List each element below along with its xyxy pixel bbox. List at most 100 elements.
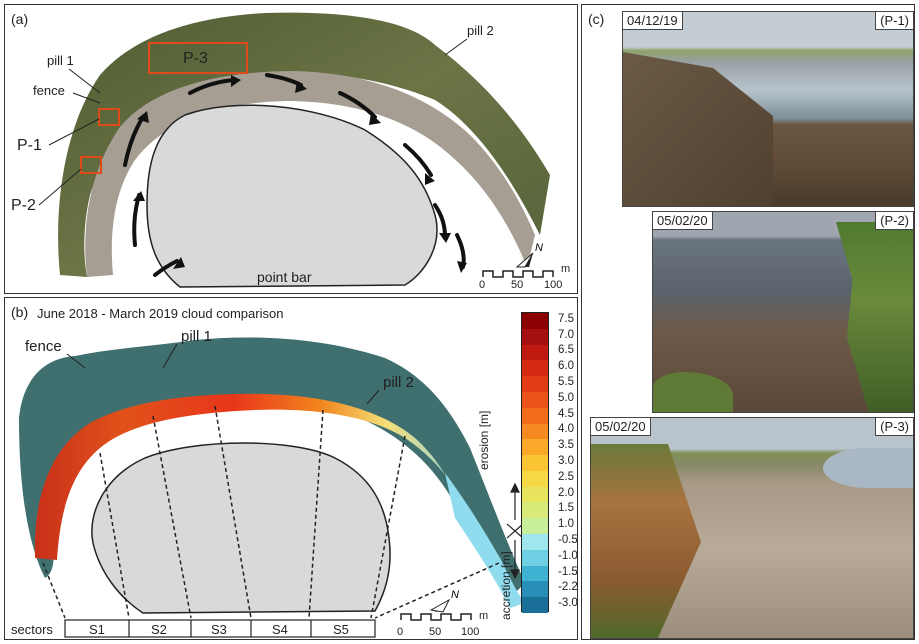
sectors-label: sectors xyxy=(11,622,53,637)
panel-b: N (b) June 2018 - March 2019 cloud compa… xyxy=(4,297,578,640)
colorbar-tick-label: 3.0 xyxy=(558,455,574,467)
colorbar-segment xyxy=(522,518,548,535)
colorbar-tick-label: 5.5 xyxy=(558,376,574,389)
colorbar-segment xyxy=(522,391,548,409)
label-b-pill-2: pill 2 xyxy=(383,374,414,391)
label-pill-2: pill 2 xyxy=(467,23,494,38)
photo-p3-cliff xyxy=(591,444,701,638)
photo-p2: 05/02/20 (P-2) xyxy=(652,211,914,413)
sector-s4: S4 xyxy=(272,622,288,637)
p1-box xyxy=(98,108,120,126)
colorbar-tick-label: 3.5 xyxy=(558,439,574,452)
colorbar-tick-label: -0.5 xyxy=(558,533,578,546)
colorbar-tick-label: -1.0 xyxy=(558,549,578,562)
accretion-label: accretion [m] xyxy=(499,551,513,620)
colorbar-segment xyxy=(522,565,548,582)
colorbar-tick-label: 7.0 xyxy=(558,328,574,341)
colorbar-segment xyxy=(522,360,548,377)
panel-b-title: June 2018 - March 2019 cloud comparison xyxy=(37,306,284,321)
p2-box xyxy=(80,156,102,174)
colorbar-segment xyxy=(522,581,548,598)
marsh-vegetation xyxy=(58,12,551,277)
colorbar-segment xyxy=(522,328,548,346)
svg-text:N: N xyxy=(535,242,543,254)
panel-c: (c) 04/12/19 (P-1) 05/02/20 (P-2) 05/02/… xyxy=(581,4,915,640)
p3-box xyxy=(148,42,248,74)
colorbar-tick-label: -1.5 xyxy=(558,565,578,578)
colorbar-segment xyxy=(522,423,548,440)
colorbar-segment xyxy=(522,344,548,361)
colorbar-segment xyxy=(522,534,548,551)
colorbar-segment xyxy=(522,597,548,614)
label-p1: P-1 xyxy=(17,137,42,154)
sector-s1: S1 xyxy=(89,622,105,637)
panel-a: N (a) pill 1 pill 2 fence P-1 P-2 P-3 po… xyxy=(4,4,578,294)
colorbar-tick-label: 7.5 xyxy=(558,312,574,325)
photo-p3-id: (P-3) xyxy=(875,418,913,436)
point-bar-shape xyxy=(146,104,438,288)
colorbar-tick-label: 4.5 xyxy=(558,407,574,420)
colorbar-tick-label: 2.5 xyxy=(558,470,574,483)
colorbar xyxy=(521,312,549,614)
colorbar-segment xyxy=(522,502,548,519)
scale-b-tick-50: 50 xyxy=(429,626,442,638)
sector-bar xyxy=(64,619,376,638)
colorbar-segment xyxy=(522,439,548,456)
sector-s5: S5 xyxy=(333,622,349,637)
label-pill-1: pill 1 xyxy=(47,53,74,68)
colorbar-tick-label: 5.0 xyxy=(558,391,574,404)
scale-b-tick-0: 0 xyxy=(397,626,404,638)
label-b-pill-1: pill 1 xyxy=(181,328,212,345)
colorbar-segment xyxy=(522,313,548,330)
scale-bar-a xyxy=(482,270,554,278)
scale-tick-0: 0 xyxy=(479,279,486,291)
colorbar-segment xyxy=(522,486,548,503)
label-fence: fence xyxy=(33,83,65,98)
panel-a-map: N xyxy=(38,12,554,288)
photo-p2-marsh xyxy=(836,222,913,412)
label-p3: P-3 xyxy=(183,50,208,67)
photo-p2-grass xyxy=(653,372,733,412)
colorbar-segment xyxy=(522,455,548,472)
colorbar-tick-label: 1.5 xyxy=(558,502,574,515)
point-bar-b xyxy=(91,442,391,614)
colorbar-tick-label: 6.5 xyxy=(558,344,574,357)
colorbar-tick-label: -3.0 xyxy=(558,597,578,610)
cloud-outer xyxy=(19,337,525,598)
panel-b-label: (b) xyxy=(11,304,29,320)
colorbar-segment xyxy=(522,407,548,425)
photo-p2-id: (P-2) xyxy=(875,212,913,230)
scale-tick-100: 100 xyxy=(544,279,563,291)
photo-p3-water xyxy=(823,448,913,488)
sector-s3: S3 xyxy=(211,622,227,637)
north-arrow-a: N xyxy=(515,242,543,268)
panel-b-map: N xyxy=(19,337,525,638)
cloud-accretion xyxy=(445,473,525,608)
panel-c-label: (c) xyxy=(588,11,605,27)
sector-s2: S2 xyxy=(151,622,167,637)
label-b-fence: fence xyxy=(25,338,62,355)
colorbar-tick-label: 1.0 xyxy=(558,518,574,531)
scale-bar-b xyxy=(400,613,472,621)
colorbar-tick-label: -2.2 xyxy=(558,581,578,594)
scale-b-tick-100: 100 xyxy=(461,626,480,638)
photo-p1-id: (P-1) xyxy=(875,12,913,30)
north-arrow-b: N xyxy=(429,589,459,613)
photo-p1-date: 04/12/19 xyxy=(623,12,683,30)
sector-lines xyxy=(42,405,500,619)
photo-p1-bank xyxy=(623,52,773,206)
scale-unit: m xyxy=(561,263,571,275)
photo-p3-date: 05/02/20 xyxy=(591,418,651,436)
photo-p3: 05/02/20 (P-3) xyxy=(590,417,914,639)
scale-b-unit: m xyxy=(479,610,489,622)
colorbar-segment xyxy=(522,549,548,567)
scale-tick-50: 50 xyxy=(511,279,524,291)
bank-mud xyxy=(85,71,535,277)
label-p2: P-2 xyxy=(11,197,36,214)
colorbar-segment xyxy=(522,470,548,488)
photo-p1: 04/12/19 (P-1) xyxy=(622,11,914,207)
photo-p2-date: 05/02/20 xyxy=(653,212,713,230)
erosion-label: erosion [m] xyxy=(477,410,491,470)
colorbar-segment xyxy=(522,376,548,393)
colorbar-tick-label: 4.0 xyxy=(558,423,574,436)
